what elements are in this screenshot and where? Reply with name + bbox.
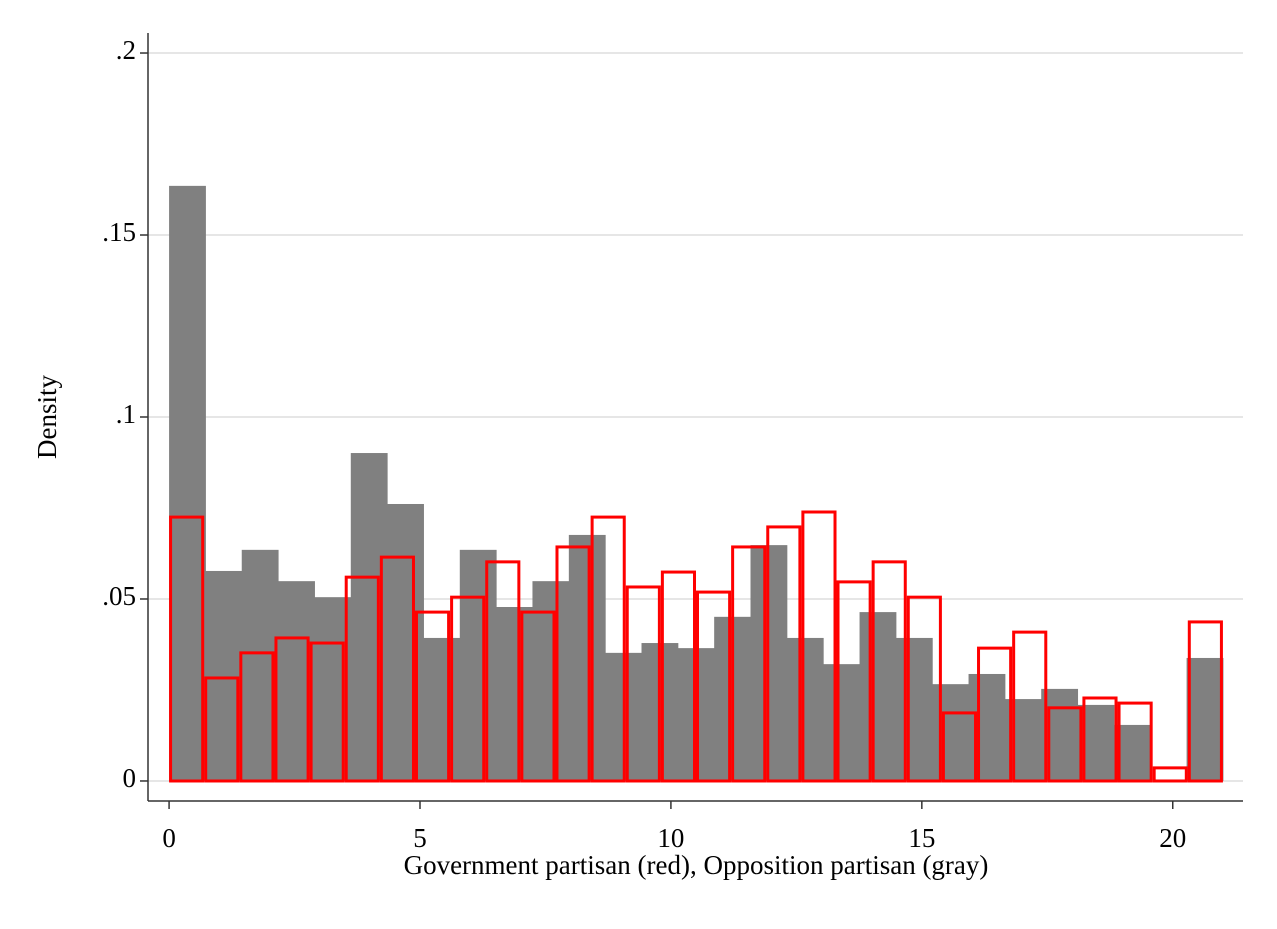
bar (766, 525, 802, 783)
x-tick-label: 0 (162, 823, 176, 853)
bar (590, 515, 626, 783)
bar (414, 610, 451, 783)
y-tick-label: .15 (102, 217, 136, 247)
bar (1186, 657, 1224, 781)
bar (485, 560, 521, 783)
bar (344, 575, 380, 783)
bar (906, 595, 942, 783)
bar (423, 637, 461, 781)
bar (532, 581, 570, 781)
bar (239, 651, 275, 783)
bar (205, 570, 243, 781)
x-tick-label: 10 (657, 823, 684, 853)
bar (801, 510, 837, 783)
bar (1117, 701, 1153, 783)
bar (204, 676, 240, 783)
y-tick-label: .2 (116, 35, 136, 65)
bar (731, 545, 767, 783)
bar (379, 555, 415, 783)
bar (1012, 630, 1048, 783)
bar (696, 590, 732, 783)
y-tick-label: .1 (116, 399, 136, 429)
bar (836, 580, 872, 783)
x-tick-label: 15 (908, 823, 935, 853)
bar (660, 570, 697, 783)
bar (823, 664, 861, 781)
bar (387, 503, 424, 781)
y-tick-label: .05 (102, 581, 136, 611)
bar (871, 560, 907, 783)
bar (450, 595, 486, 783)
bar (169, 515, 205, 783)
y-tick-label: 0 (123, 763, 137, 793)
bar (1152, 766, 1188, 783)
bar (169, 185, 206, 781)
x-tick-label: 5 (413, 823, 427, 853)
bar (941, 711, 978, 783)
bar (555, 545, 591, 783)
bar (496, 606, 533, 781)
bar (459, 549, 497, 781)
bar (977, 646, 1013, 783)
bar (520, 610, 556, 783)
bar (895, 637, 933, 781)
bar (1187, 620, 1223, 783)
bar (1047, 706, 1083, 783)
x-axis-title: Government partisan (red), Opposition pa… (404, 850, 989, 880)
bar (625, 585, 661, 783)
bar (309, 641, 345, 783)
bar (859, 612, 897, 781)
bar (786, 637, 824, 781)
y-axis-title: Density (32, 375, 62, 459)
x-tick-label: 20 (1159, 823, 1186, 853)
bar (568, 534, 606, 781)
bar (1082, 696, 1118, 783)
bar (932, 684, 970, 781)
bar (274, 636, 310, 783)
